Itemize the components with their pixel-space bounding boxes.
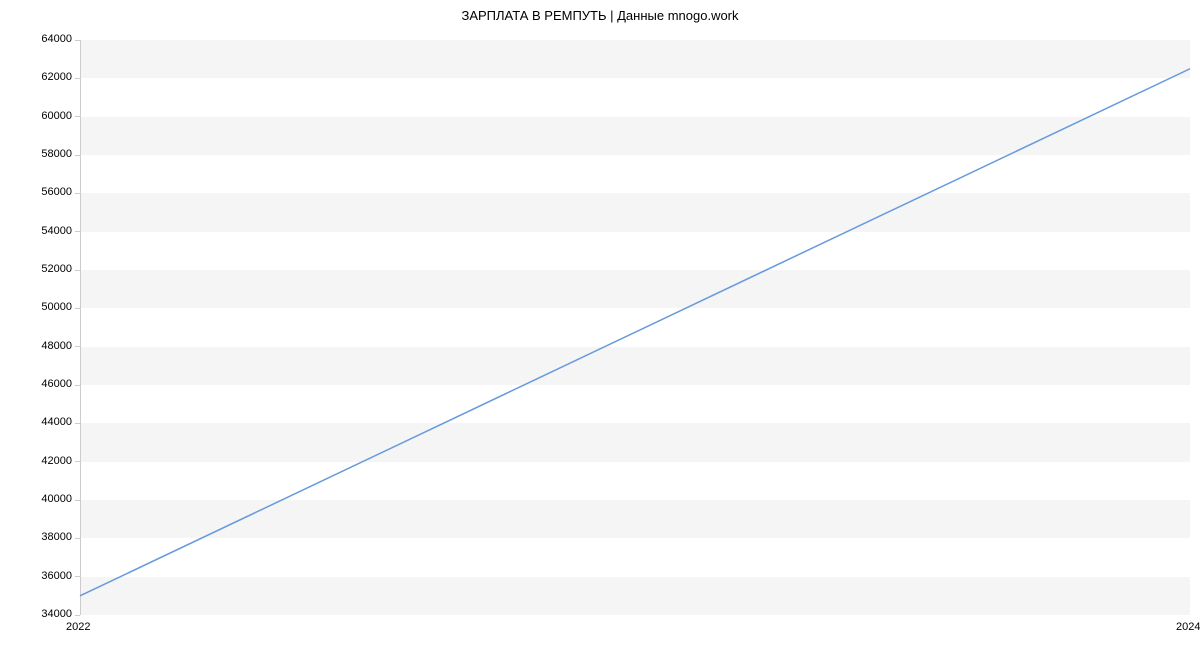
y-tick-label: 38000 xyxy=(41,531,72,543)
y-tick-label: 56000 xyxy=(41,186,72,198)
y-tick-label: 46000 xyxy=(41,378,72,390)
y-tick-label: 36000 xyxy=(41,570,72,582)
y-tick-label: 64000 xyxy=(41,33,72,45)
series-line xyxy=(80,69,1190,596)
y-tick-label: 44000 xyxy=(41,416,72,428)
y-tick-mark xyxy=(75,423,80,424)
y-tick-label: 42000 xyxy=(41,455,72,467)
y-tick-mark xyxy=(75,538,80,539)
y-tick-label: 34000 xyxy=(41,608,72,620)
y-tick-mark xyxy=(75,78,80,79)
y-tick-mark xyxy=(75,116,80,117)
y-tick-mark xyxy=(75,576,80,577)
y-tick-mark xyxy=(75,40,80,41)
chart-line-layer xyxy=(80,40,1190,615)
y-tick-label: 54000 xyxy=(41,225,72,237)
y-tick-mark xyxy=(75,461,80,462)
x-tick-label: 2024 xyxy=(1176,621,1200,633)
y-tick-label: 48000 xyxy=(41,340,72,352)
y-tick-label: 40000 xyxy=(41,493,72,505)
y-tick-label: 50000 xyxy=(41,301,72,313)
y-tick-mark xyxy=(75,308,80,309)
y-tick-label: 58000 xyxy=(41,148,72,160)
y-tick-mark xyxy=(75,155,80,156)
chart-title: ЗАРПЛАТА В РЕМПУТЬ | Данные mnogo.work xyxy=(0,8,1200,23)
y-tick-mark xyxy=(75,193,80,194)
y-tick-label: 52000 xyxy=(41,263,72,275)
x-tick-label: 2022 xyxy=(66,621,90,633)
y-tick-mark xyxy=(75,231,80,232)
y-tick-mark xyxy=(75,615,80,616)
y-tick-mark xyxy=(75,385,80,386)
chart-plot-area xyxy=(80,40,1190,615)
y-tick-mark xyxy=(75,346,80,347)
y-tick-label: 60000 xyxy=(41,110,72,122)
y-tick-mark xyxy=(75,270,80,271)
y-tick-mark xyxy=(75,500,80,501)
y-tick-label: 62000 xyxy=(41,71,72,83)
